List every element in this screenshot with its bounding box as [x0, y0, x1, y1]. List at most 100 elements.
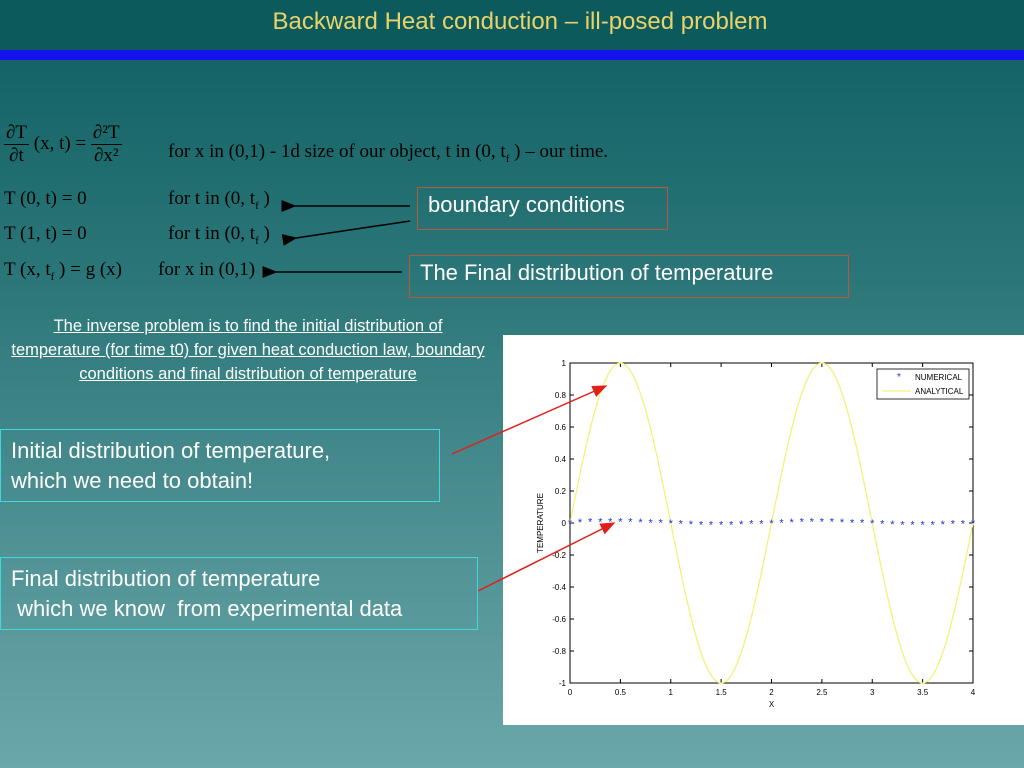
numerical-point: *	[870, 518, 875, 530]
pde-desc-sub: f	[505, 152, 510, 165]
numerical-point: *	[699, 519, 704, 531]
x-tick-label: 2.5	[816, 688, 828, 697]
numerical-point: *	[860, 518, 865, 530]
numerical-point: *	[638, 517, 643, 529]
legend-analytical-label: ANALYTICAL	[915, 387, 964, 396]
numerical-point: *	[739, 519, 744, 531]
pde-rhs-fraction: ∂²T ∂x²	[90, 122, 122, 167]
numerical-point: *	[951, 519, 956, 531]
x-tick-label: 0	[568, 688, 573, 697]
final-lhs-suffix: ) = g (x)	[54, 259, 122, 280]
y-tick-label: -0.6	[552, 615, 566, 624]
y-tick-label: 1	[562, 359, 567, 368]
y-axis-label: TEMPERATURE	[536, 493, 545, 553]
numerical-point: *	[810, 517, 815, 529]
legend-box	[876, 368, 970, 400]
numerical-point: *	[790, 517, 795, 529]
initial-distribution-box: Initial distribution of temperature, whi…	[0, 429, 440, 502]
numerical-point: *	[729, 519, 734, 531]
numerical-point: *	[578, 517, 583, 529]
boundary-conditions-callout: boundary conditions	[417, 187, 668, 230]
final-distribution-callout: The Final distribution of temperature	[409, 255, 849, 298]
pde-equation: ∂T ∂t (x, t) = ∂²T ∂x²	[4, 122, 122, 167]
title-bar: Backward Heat conduction – ill-posed pro…	[0, 0, 1024, 50]
numerical-point: *	[568, 518, 573, 530]
initial-box-line2: which we need to obtain!	[11, 468, 254, 493]
numerical-point: *	[800, 517, 805, 529]
y-tick-label: 0.2	[555, 487, 567, 496]
bc0-desc-sub: f	[255, 199, 259, 212]
numerical-point: *	[931, 519, 936, 531]
pde-args: (x, t) =	[33, 132, 87, 154]
bc0-desc-prefix: for t in (0, t	[168, 188, 256, 209]
legend-numerical-label: NUMERICAL	[915, 373, 963, 382]
numerical-point: *	[648, 517, 653, 529]
bc1-description: for t in (0, tf )	[168, 223, 270, 247]
bc1-desc-suffix: )	[258, 223, 270, 244]
pde-lhs-fraction: ∂T ∂t	[4, 122, 29, 167]
numerical-point: *	[850, 517, 855, 529]
numerical-point: *	[618, 516, 623, 528]
pde-rhs-numerator: ∂²T	[90, 122, 122, 145]
bc1-desc-sub: f	[255, 234, 259, 247]
bc1-desc-prefix: for t in (0, t	[168, 223, 256, 244]
numerical-point: *	[820, 516, 825, 528]
x-tick-label: 0.5	[615, 688, 627, 697]
numerical-point: *	[679, 518, 684, 530]
numerical-point: *	[588, 517, 593, 529]
numerical-point: *	[769, 518, 774, 530]
y-tick-label: 0.8	[555, 391, 567, 400]
numerical-point: *	[759, 518, 764, 530]
numerical-point: *	[628, 517, 633, 529]
final-condition-lhs: T (x, tf ) = g (x)	[4, 259, 122, 283]
x-tick-label: 3	[870, 688, 875, 697]
slide-title: Backward Heat conduction – ill-posed pro…	[272, 8, 768, 35]
final-box-line2: which we know from experimental data	[11, 596, 403, 621]
pde-lhs-denominator: ∂t	[9, 145, 24, 166]
pde-desc-suffix: ) – our time.	[509, 141, 609, 162]
temperature-chart-panel: 0 0.5 1 1.5 2 2.5 3 3.5 4 -1 -0.8 -0.6 -0.4 -0.2 0 0.2 0…	[503, 335, 1024, 725]
numerical-point: *	[971, 518, 976, 530]
numerical-point: *	[689, 519, 694, 531]
x-tick-label: 1.5	[716, 688, 728, 697]
pde-description: for x in (0,1) - 1d size of our object, …	[168, 141, 608, 165]
numerical-point: *	[659, 518, 664, 530]
y-tick-label: -0.8	[552, 647, 566, 656]
numerical-point: *	[941, 519, 946, 531]
title-divider	[0, 50, 1024, 60]
bc0-description: for t in (0, tf )	[168, 188, 270, 212]
analytical-series-line	[569, 362, 974, 684]
numerical-point: *	[890, 519, 895, 531]
numerical-point: *	[779, 518, 784, 530]
y-tick-label: 0	[562, 519, 567, 528]
bc0-lhs: T (0, t) = 0	[4, 188, 87, 209]
numerical-point: *	[608, 516, 613, 528]
pde-rhs-denominator: ∂x²	[93, 145, 119, 166]
y-tick-label: 0.4	[555, 455, 567, 464]
initial-box-line1: Initial distribution of temperature,	[11, 438, 331, 463]
numerical-point: *	[920, 520, 925, 532]
numerical-point: *	[669, 518, 674, 530]
x-tick-label: 4	[971, 688, 976, 697]
x-axis-label: X	[769, 700, 775, 709]
final-distribution-box: Final distribution of temperature which …	[0, 557, 478, 630]
final-lhs-sub: f	[50, 270, 55, 283]
numerical-point: *	[709, 519, 714, 531]
numerical-point: *	[910, 519, 915, 531]
y-tick-label: -0.2	[552, 551, 566, 560]
numerical-point: *	[900, 519, 905, 531]
y-tick-label: -0.4	[552, 583, 566, 592]
numerical-point: *	[719, 520, 724, 532]
numerical-point: *	[830, 517, 835, 529]
bc0-desc-suffix: )	[258, 188, 270, 209]
final-box-line1: Final distribution of temperature	[11, 566, 321, 591]
pde-desc-prefix: for x in (0,1) - 1d size of our object, …	[168, 141, 506, 162]
x-tick-label: 2	[769, 688, 774, 697]
numerical-point: *	[749, 519, 754, 531]
bc1-lhs: T (1, t) = 0	[4, 223, 87, 244]
numerical-point: *	[598, 517, 603, 529]
legend-numerical-marker: *	[897, 372, 901, 383]
y-tick-label: -1	[559, 679, 567, 688]
x-tick-label: 3.5	[917, 688, 929, 697]
final-lhs-prefix: T (x, t	[4, 259, 51, 280]
